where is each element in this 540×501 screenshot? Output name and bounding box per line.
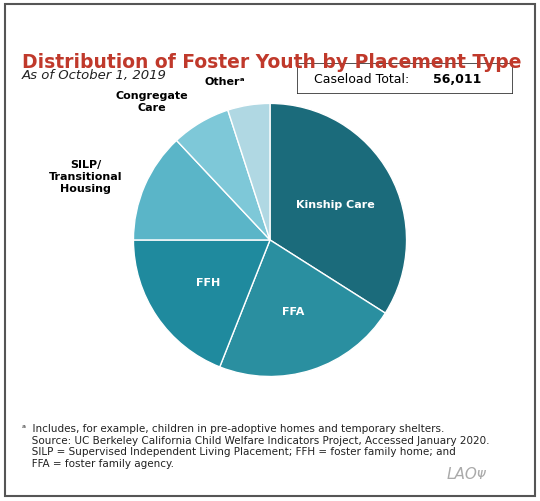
Wedge shape xyxy=(270,104,407,314)
Wedge shape xyxy=(220,240,385,377)
Text: FFH: FFH xyxy=(196,278,220,288)
Text: As of October 1, 2019: As of October 1, 2019 xyxy=(22,69,166,82)
Text: Distribution of Foster Youth by Placement Type: Distribution of Foster Youth by Placemen… xyxy=(22,53,521,72)
Wedge shape xyxy=(133,141,270,240)
Text: ᵃ  Includes, for example, children in pre-adoptive homes and temporary shelters.: ᵃ Includes, for example, children in pre… xyxy=(22,423,489,468)
Text: LAOᴪ: LAOᴪ xyxy=(446,466,486,481)
Text: FFA: FFA xyxy=(282,307,305,317)
Text: SILP/
Transitional
Housing: SILP/ Transitional Housing xyxy=(49,160,122,193)
Text: Figure 10: Figure 10 xyxy=(18,15,85,28)
Text: Congregate
Care: Congregate Care xyxy=(116,91,188,113)
Text: Kinship Care: Kinship Care xyxy=(296,199,375,209)
Wedge shape xyxy=(177,111,270,240)
Text: Otherᵃ: Otherᵃ xyxy=(204,77,245,87)
Text: 56,011: 56,011 xyxy=(433,73,482,86)
Text: Caseload Total:: Caseload Total: xyxy=(314,73,414,86)
FancyBboxPatch shape xyxy=(297,64,513,95)
Wedge shape xyxy=(133,240,270,367)
Wedge shape xyxy=(228,104,270,240)
